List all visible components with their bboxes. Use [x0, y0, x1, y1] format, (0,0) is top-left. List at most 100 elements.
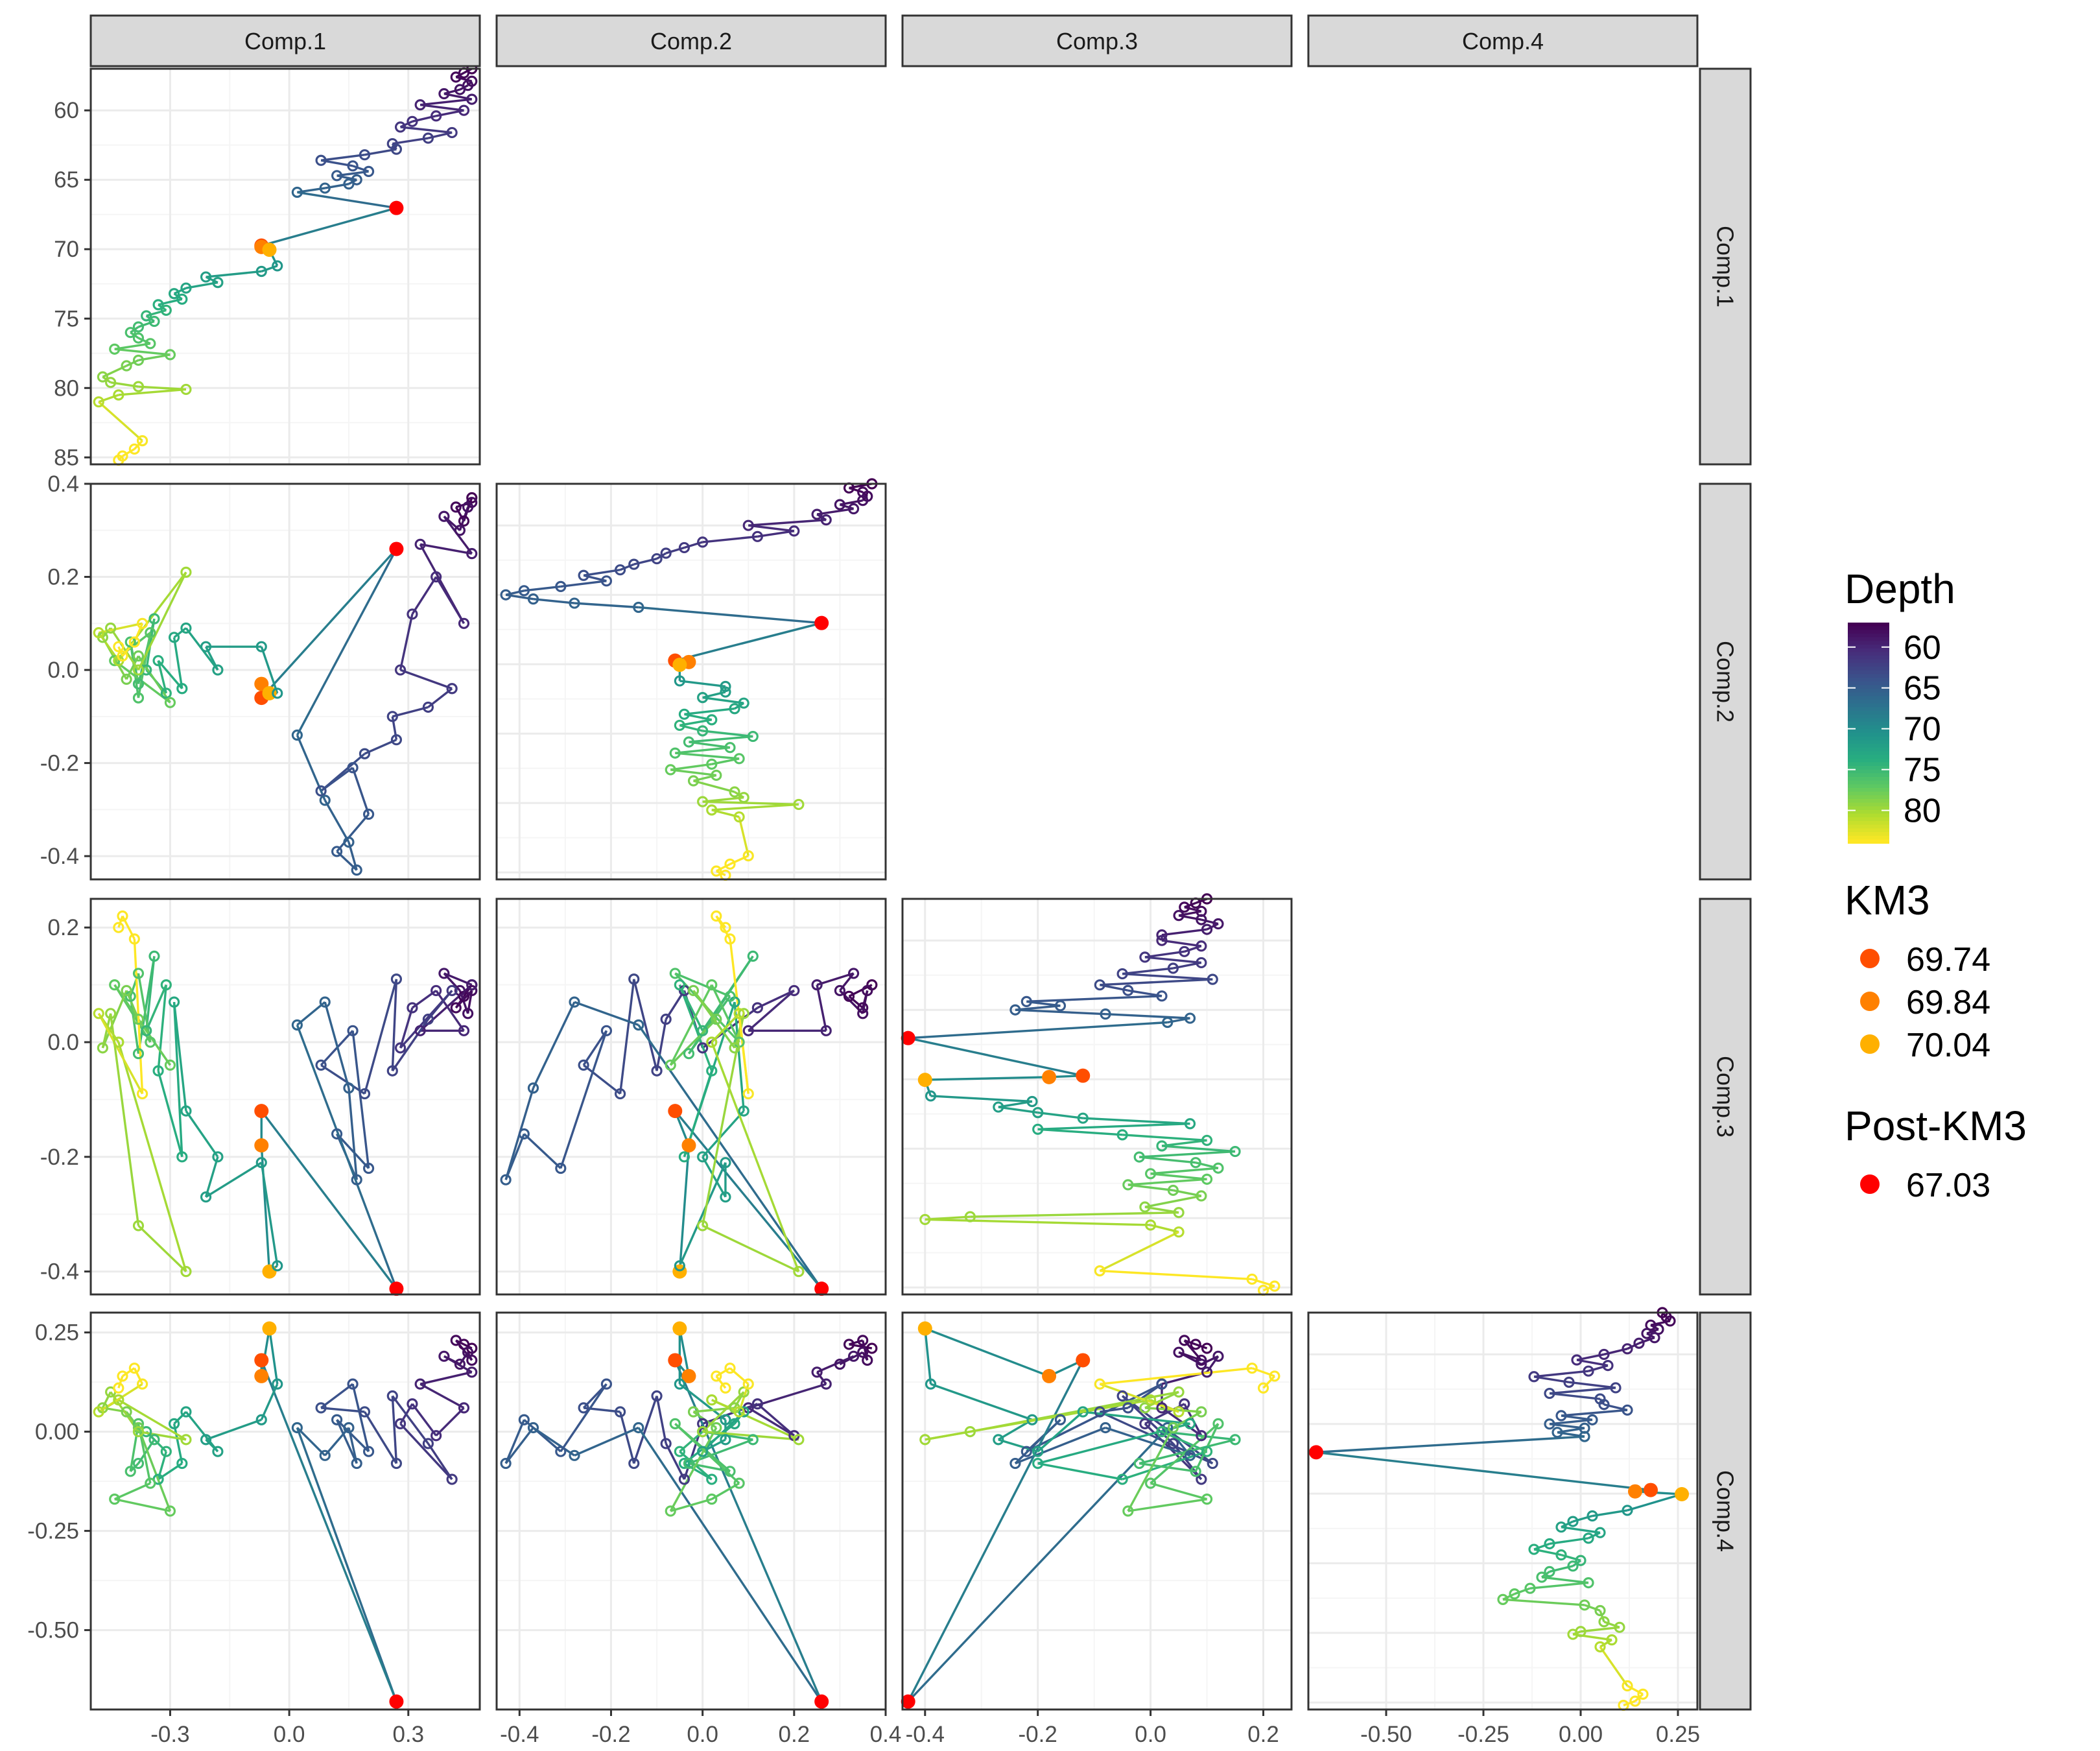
- data-point: [678, 708, 690, 720]
- series-path-segment: [1172, 1442, 1203, 1481]
- series-path-segment: [689, 735, 753, 743]
- data-point: [1212, 918, 1224, 930]
- data-point: [720, 1414, 731, 1425]
- data-point: [669, 747, 681, 759]
- data-point: [866, 1342, 878, 1354]
- data-point: [1094, 1378, 1105, 1390]
- data-point: [145, 1036, 156, 1048]
- series-path-segment: [678, 1328, 690, 1377]
- data-point: [665, 764, 676, 776]
- colorbar-step: [1848, 773, 1889, 778]
- series-path-segment: [121, 641, 136, 657]
- series-path-segment: [670, 1498, 713, 1512]
- data-point: [711, 1422, 722, 1434]
- data-point: [164, 1059, 176, 1071]
- legend-key-post-km3: [1860, 1174, 1880, 1194]
- data-point: [733, 811, 745, 823]
- series-path-segment: [296, 548, 397, 736]
- series-path-segment: [524, 585, 561, 592]
- series-path-segment: [674, 622, 822, 662]
- data-point: [1583, 1577, 1594, 1589]
- data-point: [132, 1426, 145, 1438]
- data-point: [1201, 1342, 1213, 1354]
- strip-label: Comp.1: [244, 28, 326, 54]
- data-point: [109, 1494, 121, 1505]
- series-path-segment: [907, 1427, 1168, 1702]
- data-point: [678, 1457, 690, 1470]
- data-point: [687, 1406, 700, 1418]
- data-point: [742, 1378, 754, 1390]
- data-point: [319, 996, 331, 1008]
- series-path-segment: [1144, 1195, 1202, 1208]
- highlight-point: [672, 658, 687, 673]
- data-point: [132, 678, 145, 690]
- series-path-segment: [157, 660, 183, 689]
- data-point: [407, 1398, 418, 1410]
- data-point: [820, 514, 832, 526]
- data-point: [628, 973, 640, 985]
- colorbar-step: [1848, 711, 1889, 715]
- colorbar-step: [1848, 766, 1889, 770]
- data-point: [793, 1266, 805, 1278]
- series-path-segment: [702, 1224, 799, 1273]
- data-point: [93, 396, 104, 408]
- colorbar-label: 65: [1904, 670, 1941, 708]
- highlight-point: [389, 542, 404, 556]
- series-path-segment: [1127, 1178, 1207, 1186]
- colorbar-step: [1848, 755, 1889, 759]
- data-point: [1054, 1414, 1067, 1425]
- data-point: [1077, 1112, 1089, 1124]
- series-path-segment: [419, 103, 464, 112]
- x-tick-label: -0.3: [150, 1722, 189, 1747]
- data-point: [1009, 1457, 1021, 1470]
- series-path-segment: [137, 956, 156, 1054]
- y-tick-label: -0.2: [40, 751, 79, 776]
- series-path-segment: [715, 915, 727, 929]
- series-path-segment: [173, 287, 187, 295]
- data-point: [706, 804, 718, 816]
- data-point: [438, 968, 450, 979]
- data-point: [272, 1260, 283, 1272]
- x-tick-label: 0.00: [1559, 1722, 1603, 1747]
- data-point: [1179, 1398, 1190, 1410]
- colorbar-step: [1848, 626, 1889, 631]
- data-point: [113, 1394, 124, 1406]
- data-point: [422, 701, 434, 713]
- data-point: [633, 601, 644, 613]
- panel-background: [903, 1313, 1292, 1709]
- series-path-segment: [582, 1030, 608, 1066]
- panel-r3-c3: [901, 893, 1293, 1296]
- data-point: [1190, 1339, 1201, 1350]
- data-point: [1026, 1414, 1038, 1425]
- series-path-segment: [351, 1383, 370, 1452]
- strip-right-1: Comp.1: [1699, 67, 1752, 466]
- data-point: [141, 310, 152, 322]
- data-point: [343, 836, 355, 848]
- series-path-segment: [702, 1391, 745, 1433]
- x-tick-label: 0.3: [392, 1722, 424, 1747]
- data-point: [1054, 1000, 1067, 1012]
- data-point: [674, 1378, 685, 1390]
- data-point: [168, 1418, 180, 1429]
- colorbar-step: [1848, 692, 1889, 697]
- data-point: [742, 850, 754, 862]
- series-path-segment: [435, 990, 465, 1032]
- depth-colorbar: [1848, 623, 1889, 844]
- highlight-point: [389, 200, 404, 215]
- data-point: [1021, 1446, 1032, 1457]
- series-path-segment: [137, 973, 152, 1043]
- series-path-segment: [925, 1327, 1050, 1377]
- series-path-segment: [261, 548, 397, 699]
- data-point: [697, 1220, 709, 1232]
- colorbar-step: [1848, 674, 1889, 678]
- series-path-segment: [1100, 1269, 1253, 1281]
- data-point: [414, 1025, 426, 1036]
- series-path-segment: [126, 359, 139, 367]
- series-path-segment: [172, 637, 183, 689]
- series-path-segment: [336, 1419, 370, 1453]
- data-point: [738, 1386, 749, 1398]
- data-point: [466, 979, 478, 991]
- colorbar-label: 80: [1904, 792, 1941, 830]
- series-path-segment: [1627, 1493, 1682, 1512]
- series-path-segment: [125, 1411, 139, 1429]
